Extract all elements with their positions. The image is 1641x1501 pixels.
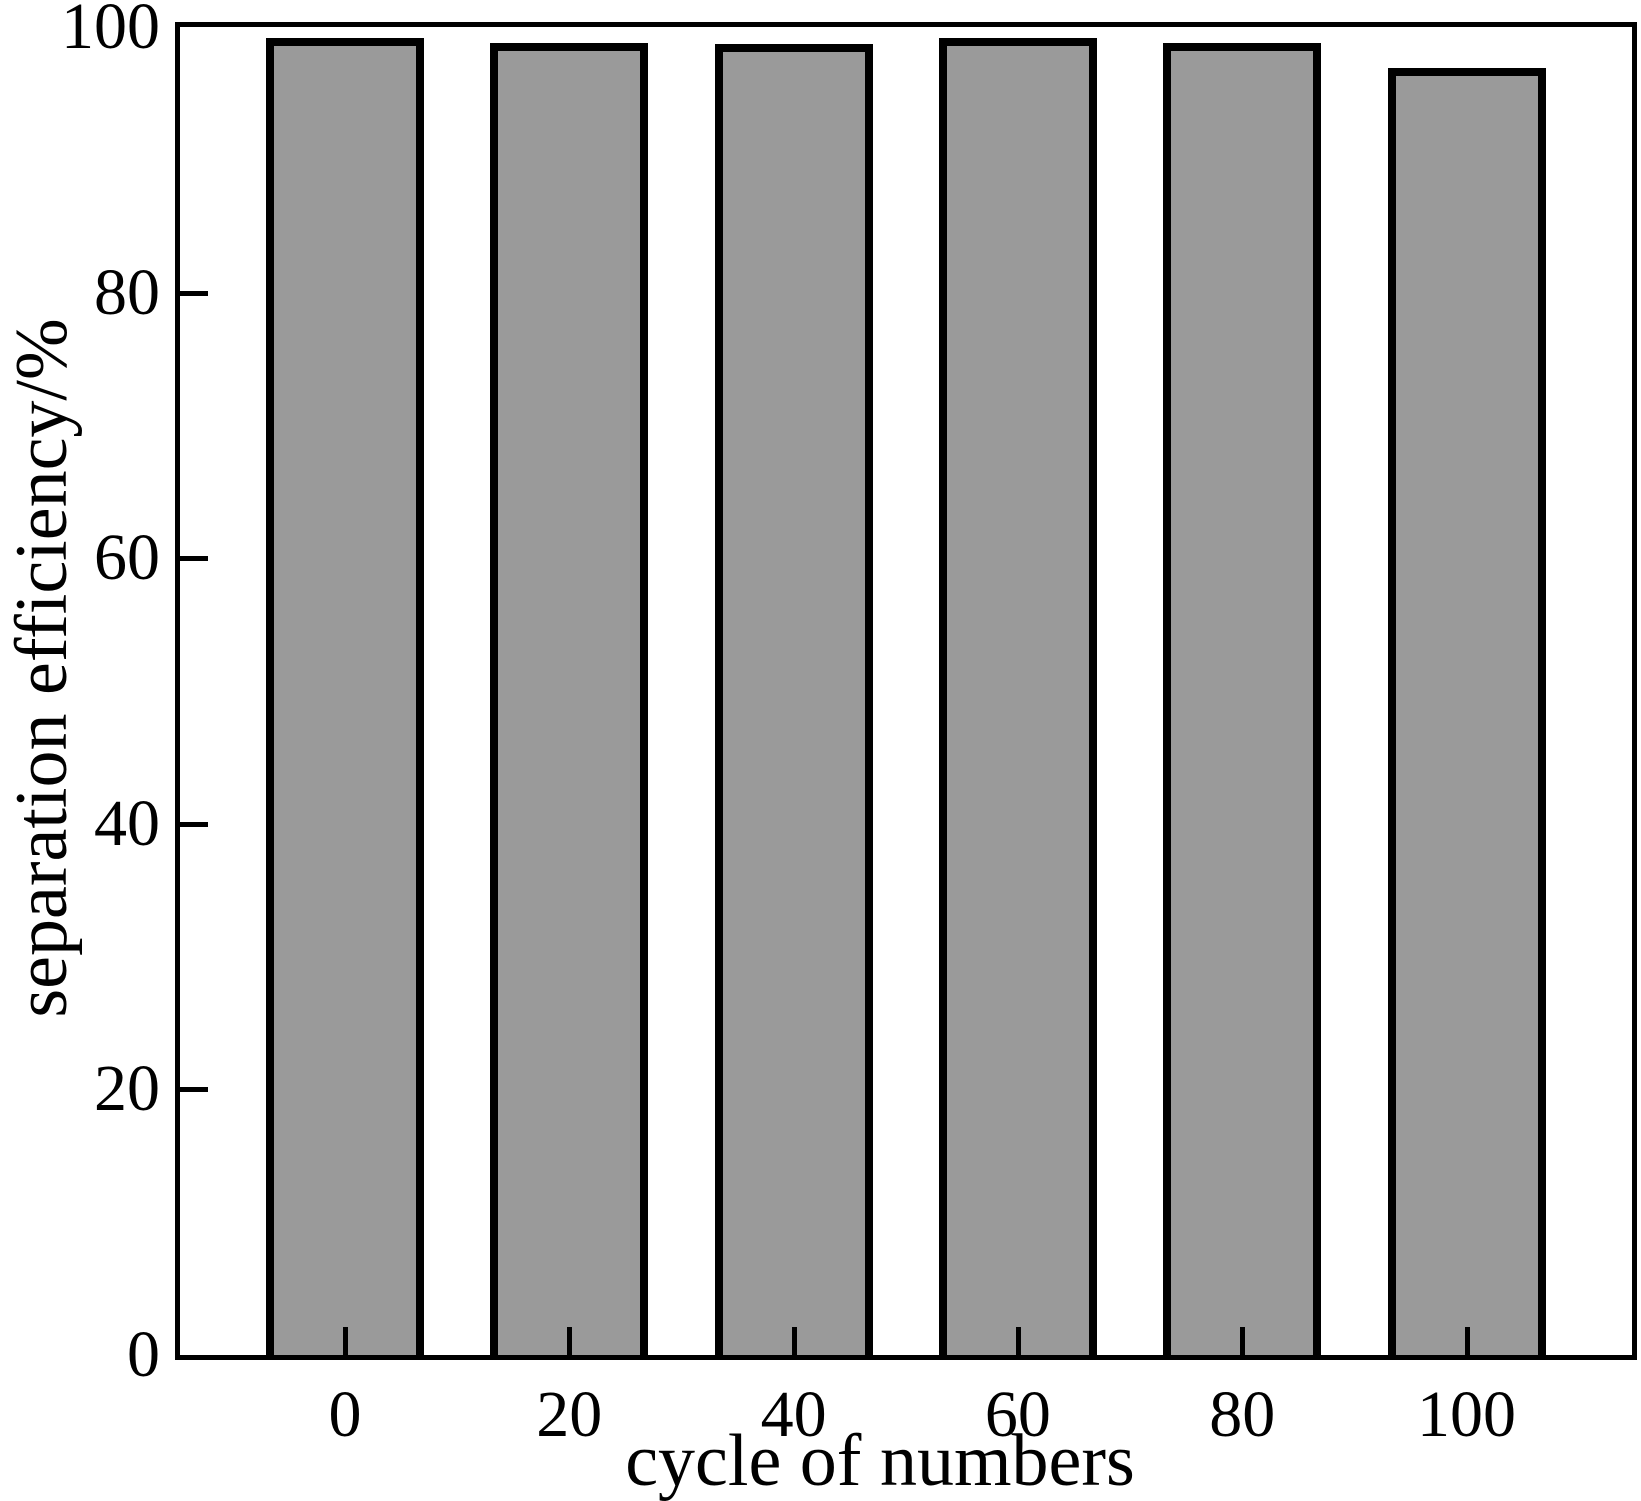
- bar-cycle-100: [1387, 68, 1546, 1355]
- y-tick-label: 80: [94, 255, 160, 329]
- x-tick-mark: [1015, 1327, 1021, 1355]
- y-tick-mark: [180, 290, 208, 296]
- y-tick-label: 40: [94, 786, 160, 860]
- x-tick-mark: [1240, 1327, 1246, 1355]
- x-axis-title: cycle of numbers: [625, 1420, 1135, 1501]
- x-tick-mark: [343, 1327, 348, 1355]
- x-tick-label: 40: [760, 1378, 827, 1451]
- bar-cycle-40: [714, 44, 873, 1355]
- y-tick-mark: [180, 556, 208, 562]
- x-tick-label: 100: [1417, 1378, 1516, 1451]
- y-tick-label: 60: [94, 521, 160, 595]
- bar-cycle-80: [1163, 43, 1322, 1355]
- y-tick-mark: [180, 1087, 208, 1093]
- y-tick-label: 20: [94, 1052, 160, 1126]
- plot-area: [175, 22, 1637, 1360]
- x-tick-label: 80: [1209, 1378, 1276, 1451]
- y-tick-label: 0: [127, 1318, 160, 1391]
- x-tick-label: 0: [328, 1378, 362, 1451]
- y-axis-title: separation efficiency/%: [1, 318, 83, 1018]
- x-tick-label: 60: [984, 1378, 1051, 1451]
- x-tick-mark: [1464, 1327, 1470, 1355]
- bar-cycle-60: [938, 38, 1097, 1355]
- y-tick-label: 100: [61, 0, 160, 63]
- bar-cycle-0: [266, 38, 424, 1355]
- y-tick-mark: [180, 821, 208, 827]
- x-tick-mark: [567, 1327, 573, 1355]
- x-tick-label: 20: [536, 1378, 603, 1451]
- x-tick-mark: [791, 1327, 797, 1355]
- bar-cycle-20: [490, 43, 649, 1355]
